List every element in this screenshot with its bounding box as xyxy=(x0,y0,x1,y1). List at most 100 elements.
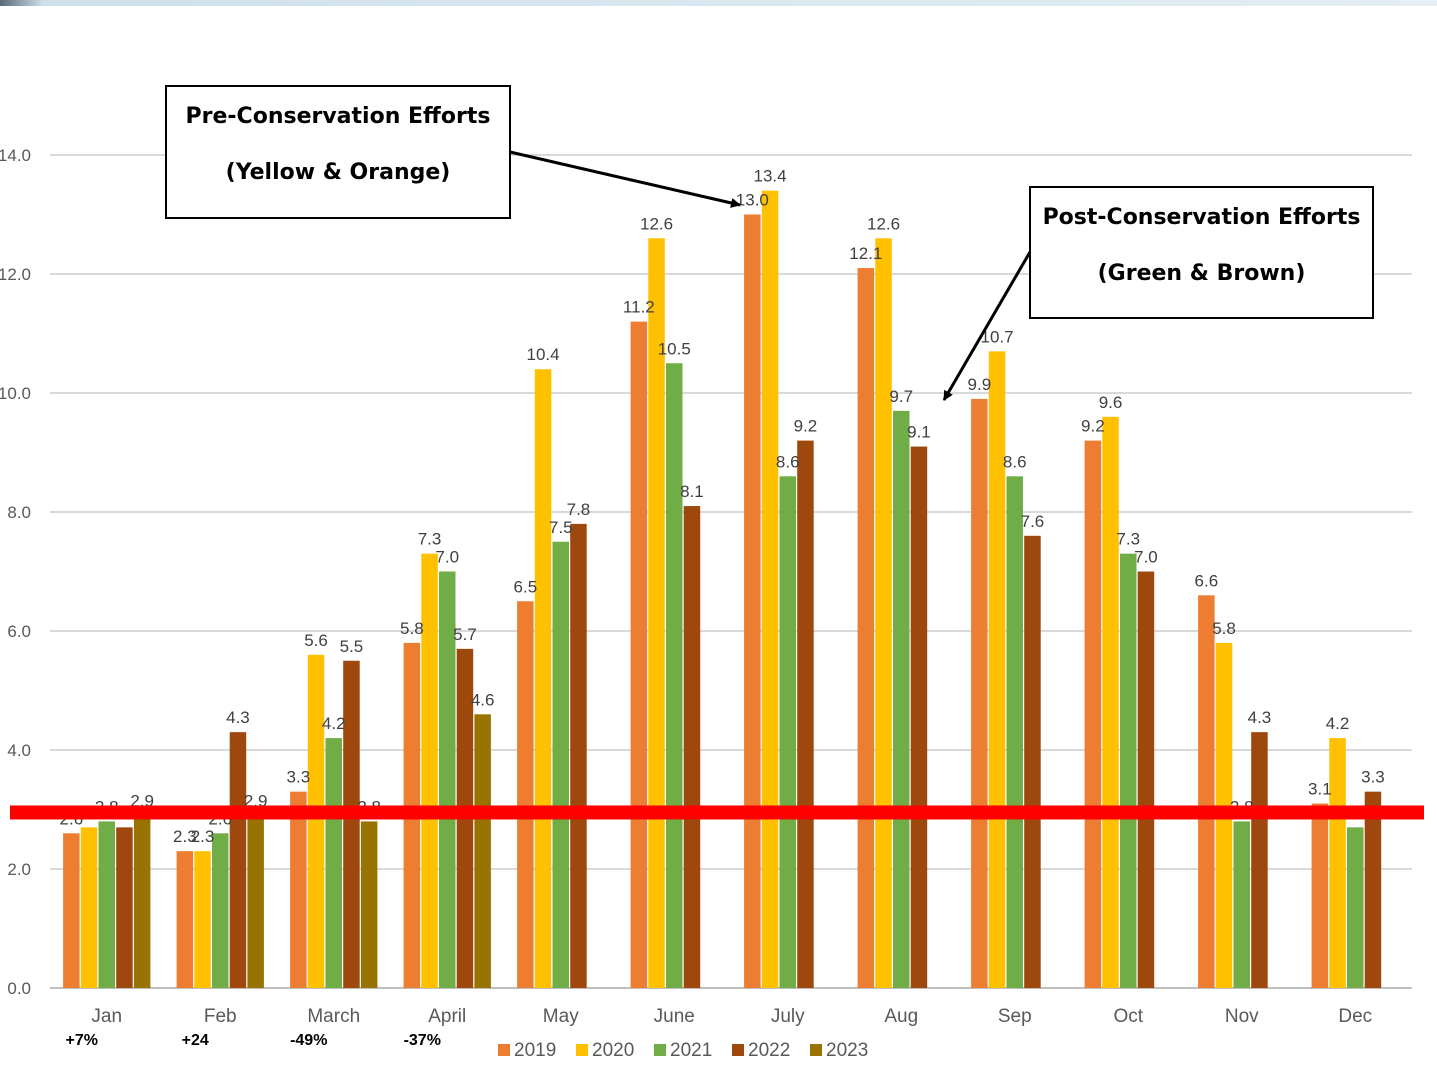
x-category-label: Feb xyxy=(204,1006,237,1027)
bar-2020-dec xyxy=(1329,738,1346,988)
bar-2019-nov xyxy=(1198,595,1215,988)
data-label: 3.1 xyxy=(1308,780,1332,799)
bar-2022-july xyxy=(797,440,814,989)
data-label: 7.8 xyxy=(567,500,591,519)
data-label: 6.5 xyxy=(514,577,538,596)
bar-2019-oct xyxy=(1084,440,1102,989)
post-conservation-callout: Post-Conservation Efforts (Green & Brown… xyxy=(1029,186,1374,319)
bar-2020-may xyxy=(534,369,552,988)
data-label: 9.1 xyxy=(907,423,931,442)
legend-label-2020: 2020 xyxy=(592,1040,634,1061)
bar-2019-may xyxy=(517,601,534,988)
data-label: 9.9 xyxy=(968,375,992,394)
data-label: 10.4 xyxy=(527,345,560,364)
data-label: 12.1 xyxy=(849,244,882,263)
data-label: 13.4 xyxy=(754,167,787,186)
pre-conservation-arrow xyxy=(509,150,741,208)
legend-label-2022: 2022 xyxy=(748,1040,790,1061)
data-label: 5.6 xyxy=(304,631,328,650)
data-label: 8.6 xyxy=(776,452,800,471)
bar-2021-jan xyxy=(98,821,115,988)
bar-2022-nov xyxy=(1251,732,1268,988)
data-label: 9.2 xyxy=(794,417,818,436)
x-category-label: July xyxy=(771,1006,805,1027)
bar-2021-dec xyxy=(1347,827,1364,988)
data-label: 5.7 xyxy=(453,625,477,644)
bar-2020-sep xyxy=(988,351,1006,989)
bar-2022-dec xyxy=(1364,791,1382,988)
data-label: 12.6 xyxy=(867,214,900,233)
post-conservation-arrow xyxy=(942,251,1032,401)
bar-2019-june xyxy=(630,321,648,989)
legend-label-2021: 2021 xyxy=(670,1040,712,1061)
top-decorative-strip xyxy=(0,0,1437,6)
month-change-label: +24 xyxy=(182,1032,209,1049)
data-label: 8.6 xyxy=(1003,452,1027,471)
data-label: 3.3 xyxy=(1361,768,1385,787)
legend-swatch-2021 xyxy=(654,1044,666,1056)
data-label: 13.0 xyxy=(736,191,769,210)
bar-2023-feb xyxy=(247,815,264,988)
bar-2019-july xyxy=(744,214,761,988)
x-category-label: March xyxy=(307,1006,360,1027)
bar-2020-aug xyxy=(875,238,892,989)
bar-2021-may xyxy=(552,541,569,988)
bar-2019-aug xyxy=(857,268,875,988)
bar-2022-jan xyxy=(116,827,133,988)
data-label: 12.6 xyxy=(640,214,673,233)
bar-2021-sep xyxy=(1006,476,1023,988)
y-tick-label: 2.0 xyxy=(7,860,31,879)
bar-2019-feb xyxy=(176,851,194,988)
bar-2023-april xyxy=(474,714,491,988)
x-category-label: May xyxy=(543,1006,579,1027)
data-label: 7.6 xyxy=(1021,512,1045,531)
legend-swatch-2023 xyxy=(810,1044,822,1056)
bar-2021-april xyxy=(439,571,456,988)
bar-2023-march xyxy=(360,821,378,988)
bar-2019-march xyxy=(290,791,307,988)
bar-2020-feb xyxy=(194,851,211,988)
data-label: 8.1 xyxy=(680,482,704,501)
y-tick-label: 6.0 xyxy=(7,622,31,641)
data-label: 11.2 xyxy=(623,298,655,317)
bar-2020-march xyxy=(307,654,325,988)
post-conservation-title: Post-Conservation Efforts xyxy=(1042,205,1361,230)
month-change-label: -37% xyxy=(404,1032,441,1049)
bar-2021-march xyxy=(325,738,342,988)
bar-2020-june xyxy=(648,238,665,989)
data-label: 7.0 xyxy=(1134,548,1158,567)
data-label: 7.3 xyxy=(1116,530,1140,549)
bar-2022-feb xyxy=(229,732,247,988)
x-category-label: Sep xyxy=(998,1006,1032,1027)
x-category-label: Jan xyxy=(91,1006,122,1027)
data-label: 5.8 xyxy=(400,619,424,638)
bar-2019-dec xyxy=(1311,803,1329,988)
y-tick-label: 14.0 xyxy=(0,146,31,165)
legend-swatch-2022 xyxy=(732,1044,744,1056)
bar-2020-july xyxy=(761,190,779,988)
bar-2021-june xyxy=(666,363,683,988)
bar-2022-sep xyxy=(1024,535,1041,988)
data-label: 2.3 xyxy=(173,827,197,846)
y-tick-label: 10.0 xyxy=(0,384,31,403)
x-category-label: Oct xyxy=(1113,1006,1143,1027)
bar-2021-july xyxy=(779,476,796,988)
bar-2021-feb xyxy=(212,833,229,988)
month-change-label: -49% xyxy=(290,1032,327,1049)
legend-swatch-2019 xyxy=(498,1044,510,1056)
bar-2021-aug xyxy=(893,410,910,989)
pre-conservation-callout: Pre-Conservation Efforts (Yellow & Orang… xyxy=(165,85,511,219)
bar-2020-jan xyxy=(80,827,98,988)
bar-2022-oct xyxy=(1137,571,1155,988)
bar-2020-oct xyxy=(1102,416,1119,988)
data-label: 5.5 xyxy=(340,637,364,656)
red-reference-line xyxy=(10,805,1424,820)
data-label: 9.2 xyxy=(1081,417,1105,436)
data-label: 7.3 xyxy=(418,530,442,549)
bar-2022-may xyxy=(570,523,587,988)
x-category-label: April xyxy=(428,1006,466,1027)
data-label: 2.3 xyxy=(191,827,215,846)
bar-2021-nov xyxy=(1233,821,1250,988)
bar-2022-aug xyxy=(910,446,928,988)
